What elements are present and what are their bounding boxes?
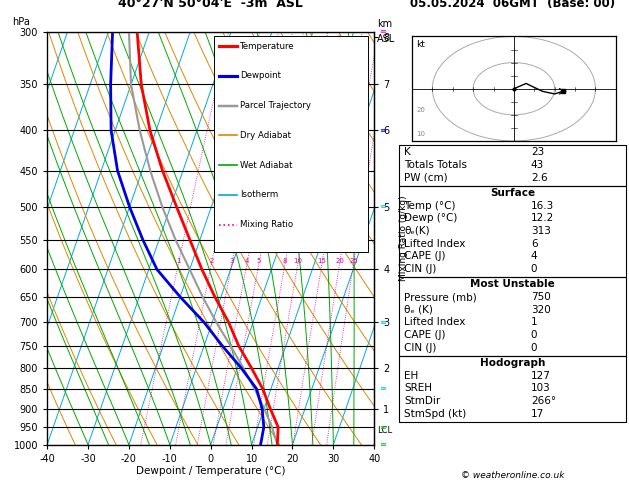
Text: 750: 750 bbox=[531, 292, 550, 302]
Text: 0: 0 bbox=[531, 264, 537, 274]
Text: ≡: ≡ bbox=[379, 126, 386, 135]
Text: 17: 17 bbox=[531, 409, 544, 419]
Text: StmSpd (kt): StmSpd (kt) bbox=[404, 409, 467, 419]
Text: Lifted Index: Lifted Index bbox=[404, 239, 466, 249]
Text: LCL: LCL bbox=[377, 426, 392, 435]
Text: 2: 2 bbox=[209, 258, 214, 263]
Text: Pressure (mb): Pressure (mb) bbox=[404, 292, 477, 302]
Text: 313: 313 bbox=[531, 226, 550, 236]
Text: Lifted Index: Lifted Index bbox=[404, 317, 466, 328]
Text: 05.05.2024  06GMT  (Base: 00): 05.05.2024 06GMT (Base: 00) bbox=[410, 0, 615, 10]
Text: PW (cm): PW (cm) bbox=[404, 173, 448, 183]
Text: SREH: SREH bbox=[404, 383, 433, 394]
Text: 15: 15 bbox=[318, 258, 326, 263]
Text: Mixing Ratio (g/kg): Mixing Ratio (g/kg) bbox=[399, 195, 408, 281]
Text: ≡: ≡ bbox=[379, 384, 386, 394]
Text: Temperature: Temperature bbox=[240, 41, 295, 51]
Text: Dry Adiabat: Dry Adiabat bbox=[240, 131, 291, 140]
Text: © weatheronline.co.uk: © weatheronline.co.uk bbox=[461, 471, 564, 480]
Text: CIN (J): CIN (J) bbox=[404, 343, 437, 353]
Text: Parcel Trajectory: Parcel Trajectory bbox=[240, 101, 311, 110]
Text: 3: 3 bbox=[230, 258, 234, 263]
Text: Totals Totals: Totals Totals bbox=[404, 160, 467, 170]
Text: 1: 1 bbox=[531, 317, 537, 328]
Text: 12.2: 12.2 bbox=[531, 213, 554, 224]
Text: 8: 8 bbox=[283, 258, 287, 263]
Text: CIN (J): CIN (J) bbox=[404, 264, 437, 274]
Text: 10: 10 bbox=[293, 258, 303, 263]
Text: kt: kt bbox=[416, 39, 425, 49]
Text: Surface: Surface bbox=[490, 188, 535, 198]
Text: 2.6: 2.6 bbox=[531, 173, 547, 183]
Text: km: km bbox=[377, 19, 392, 29]
Text: 23: 23 bbox=[531, 147, 544, 157]
Text: 266°: 266° bbox=[531, 396, 556, 406]
Text: 103: 103 bbox=[531, 383, 550, 394]
Text: EH: EH bbox=[404, 371, 419, 381]
Text: CAPE (J): CAPE (J) bbox=[404, 330, 446, 340]
X-axis label: Dewpoint / Temperature (°C): Dewpoint / Temperature (°C) bbox=[136, 467, 286, 476]
Text: θₑ (K): θₑ (K) bbox=[404, 305, 433, 315]
Text: θₑ(K): θₑ(K) bbox=[404, 226, 430, 236]
Text: 40°27'N 50°04'E  -3m  ASL: 40°27'N 50°04'E -3m ASL bbox=[118, 0, 303, 10]
Text: 1: 1 bbox=[176, 258, 181, 263]
Text: 6: 6 bbox=[531, 239, 537, 249]
Text: 4: 4 bbox=[245, 258, 249, 263]
Text: Most Unstable: Most Unstable bbox=[470, 279, 555, 290]
Text: 20: 20 bbox=[335, 258, 344, 263]
Text: Dewp (°C): Dewp (°C) bbox=[404, 213, 458, 224]
Text: 10: 10 bbox=[416, 131, 425, 137]
Text: Temp (°C): Temp (°C) bbox=[404, 201, 456, 211]
Text: 320: 320 bbox=[531, 305, 550, 315]
Text: ≡: ≡ bbox=[379, 202, 386, 211]
Text: ASL: ASL bbox=[377, 34, 396, 44]
Text: 5: 5 bbox=[257, 258, 261, 263]
Text: Mixing Ratio: Mixing Ratio bbox=[240, 220, 293, 229]
Text: K: K bbox=[404, 147, 411, 157]
FancyBboxPatch shape bbox=[214, 36, 368, 252]
Text: hPa: hPa bbox=[13, 17, 30, 27]
Text: 4: 4 bbox=[531, 251, 537, 261]
Text: 0: 0 bbox=[531, 330, 537, 340]
Text: 16.3: 16.3 bbox=[531, 201, 554, 211]
Text: ≡: ≡ bbox=[379, 318, 386, 327]
Text: CAPE (J): CAPE (J) bbox=[404, 251, 446, 261]
Text: Dewpoint: Dewpoint bbox=[240, 71, 281, 80]
Text: StmDir: StmDir bbox=[404, 396, 441, 406]
Text: Wet Adiabat: Wet Adiabat bbox=[240, 160, 292, 170]
Text: Isotherm: Isotherm bbox=[240, 190, 279, 199]
Text: Hodograph: Hodograph bbox=[480, 358, 545, 368]
Text: 127: 127 bbox=[531, 371, 550, 381]
Text: 20: 20 bbox=[416, 107, 425, 113]
Text: ≡: ≡ bbox=[379, 423, 386, 432]
Text: 43: 43 bbox=[531, 160, 544, 170]
Text: 25: 25 bbox=[349, 258, 358, 263]
Text: 0: 0 bbox=[531, 343, 537, 353]
Text: ≡: ≡ bbox=[379, 440, 386, 449]
Text: ≡: ≡ bbox=[379, 27, 386, 36]
